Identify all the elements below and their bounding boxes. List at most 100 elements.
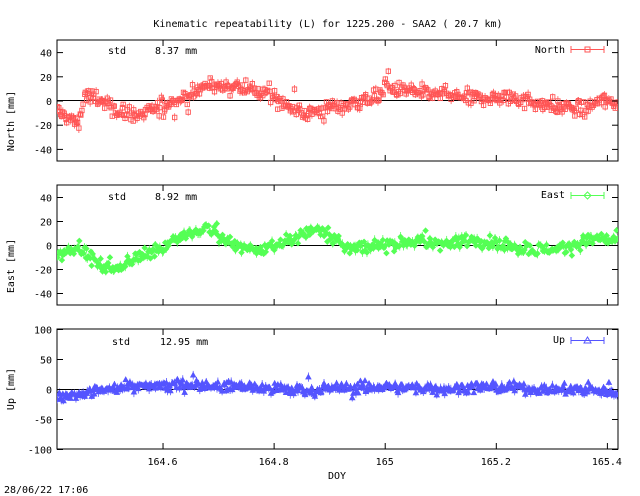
- up-point: [394, 389, 402, 396]
- y-tick-label-north: 20: [40, 73, 52, 84]
- north-point: [598, 99, 605, 106]
- up-point: [189, 371, 197, 378]
- north-point: [487, 100, 494, 106]
- north-point: [319, 105, 325, 111]
- north-point: [142, 111, 148, 118]
- up-point: [520, 380, 528, 387]
- legend-marker-north: [584, 46, 591, 53]
- east-y-ticks: 40 20 0 -20 -40: [34, 185, 618, 305]
- north-point: [120, 101, 126, 107]
- north-point: [385, 68, 391, 74]
- north-point: [227, 93, 233, 99]
- north-point: [394, 92, 400, 98]
- north-point: [500, 97, 506, 104]
- north-point: [418, 93, 425, 99]
- up-point: [113, 389, 121, 395]
- east-point: [286, 232, 294, 240]
- east-point: [213, 220, 221, 227]
- north-point: [324, 108, 331, 115]
- legend-north: North: [535, 45, 605, 56]
- north-point: [255, 85, 261, 92]
- up-point: [473, 379, 481, 386]
- up-point: [464, 388, 472, 395]
- north-point: [433, 90, 440, 96]
- east-point: [149, 246, 157, 253]
- up-point: [266, 383, 273, 390]
- y-axis-label-north: North [mm]: [6, 91, 17, 151]
- north-point: [316, 110, 322, 117]
- north-point: [111, 103, 117, 109]
- up-point: [561, 379, 568, 386]
- north-point: [301, 107, 307, 114]
- east-point: [486, 232, 494, 239]
- north-point: [196, 91, 203, 97]
- north-point: [179, 97, 185, 103]
- east-point: [335, 232, 342, 240]
- north-point: [243, 77, 249, 83]
- east-point: [456, 243, 463, 251]
- east-point: [534, 250, 541, 257]
- north-point: [271, 88, 278, 94]
- east-point: [302, 233, 310, 241]
- y-axis-label-east: East [mm]: [6, 239, 17, 293]
- north-point: [420, 92, 426, 98]
- east-point: [106, 254, 114, 261]
- east-point: [262, 248, 270, 256]
- north-point: [99, 98, 106, 104]
- up-point: [122, 376, 130, 383]
- north-point: [321, 118, 327, 124]
- north-point: [251, 85, 257, 91]
- east-point: [70, 250, 78, 257]
- north-point: [118, 111, 125, 118]
- north-point: [57, 105, 62, 111]
- y-tick-label-up: 0: [46, 386, 52, 397]
- x-tick-label: 165.4: [592, 457, 622, 468]
- north-point: [347, 104, 353, 110]
- north-point: [442, 83, 449, 89]
- east-point: [614, 235, 618, 242]
- north-point: [397, 90, 403, 97]
- up-point: [412, 389, 420, 396]
- std-value-north: 8.37 mm: [155, 46, 197, 57]
- north-point: [218, 80, 224, 87]
- up-point: [201, 385, 209, 392]
- up-point: [60, 397, 67, 404]
- legend-marker-east: [583, 191, 592, 200]
- east-point: [421, 238, 428, 245]
- north-point: [353, 98, 360, 104]
- east-point: [147, 255, 154, 262]
- east-point: [200, 227, 207, 234]
- north-point: [546, 101, 553, 107]
- east-point: [151, 253, 158, 260]
- up-y-ticks: 100 50 0 -50 -100: [28, 326, 618, 457]
- east-point: [76, 237, 83, 245]
- north-point: [57, 104, 61, 110]
- north-point: [76, 125, 82, 131]
- up-point: [130, 388, 138, 395]
- north-point: [429, 95, 436, 101]
- north-point: [401, 84, 407, 90]
- north-point: [585, 108, 591, 114]
- y-tick-label-up: 50: [40, 356, 52, 367]
- north-point: [126, 104, 132, 110]
- north-point: [395, 89, 402, 95]
- legend-marker-up: [583, 336, 592, 344]
- north-point: [614, 99, 618, 105]
- up-point: [202, 378, 210, 385]
- legend-label-east: East: [541, 190, 565, 201]
- up-point: [109, 386, 116, 393]
- east-point: [563, 248, 570, 256]
- north-point: [403, 91, 409, 97]
- up-point: [354, 380, 361, 387]
- std-label-north: std: [108, 46, 126, 57]
- north-point: [172, 114, 178, 121]
- north-point: [306, 111, 312, 117]
- north-point: [119, 105, 126, 111]
- up-point: [311, 392, 319, 399]
- north-point: [77, 111, 83, 117]
- east-point: [496, 237, 503, 244]
- up-point: [483, 380, 490, 387]
- panel-up: 100 50 0 -50 -100 Up std 12.95 mm Up [mm]: [6, 326, 619, 457]
- north-point: [562, 106, 568, 112]
- north-point: [392, 82, 398, 89]
